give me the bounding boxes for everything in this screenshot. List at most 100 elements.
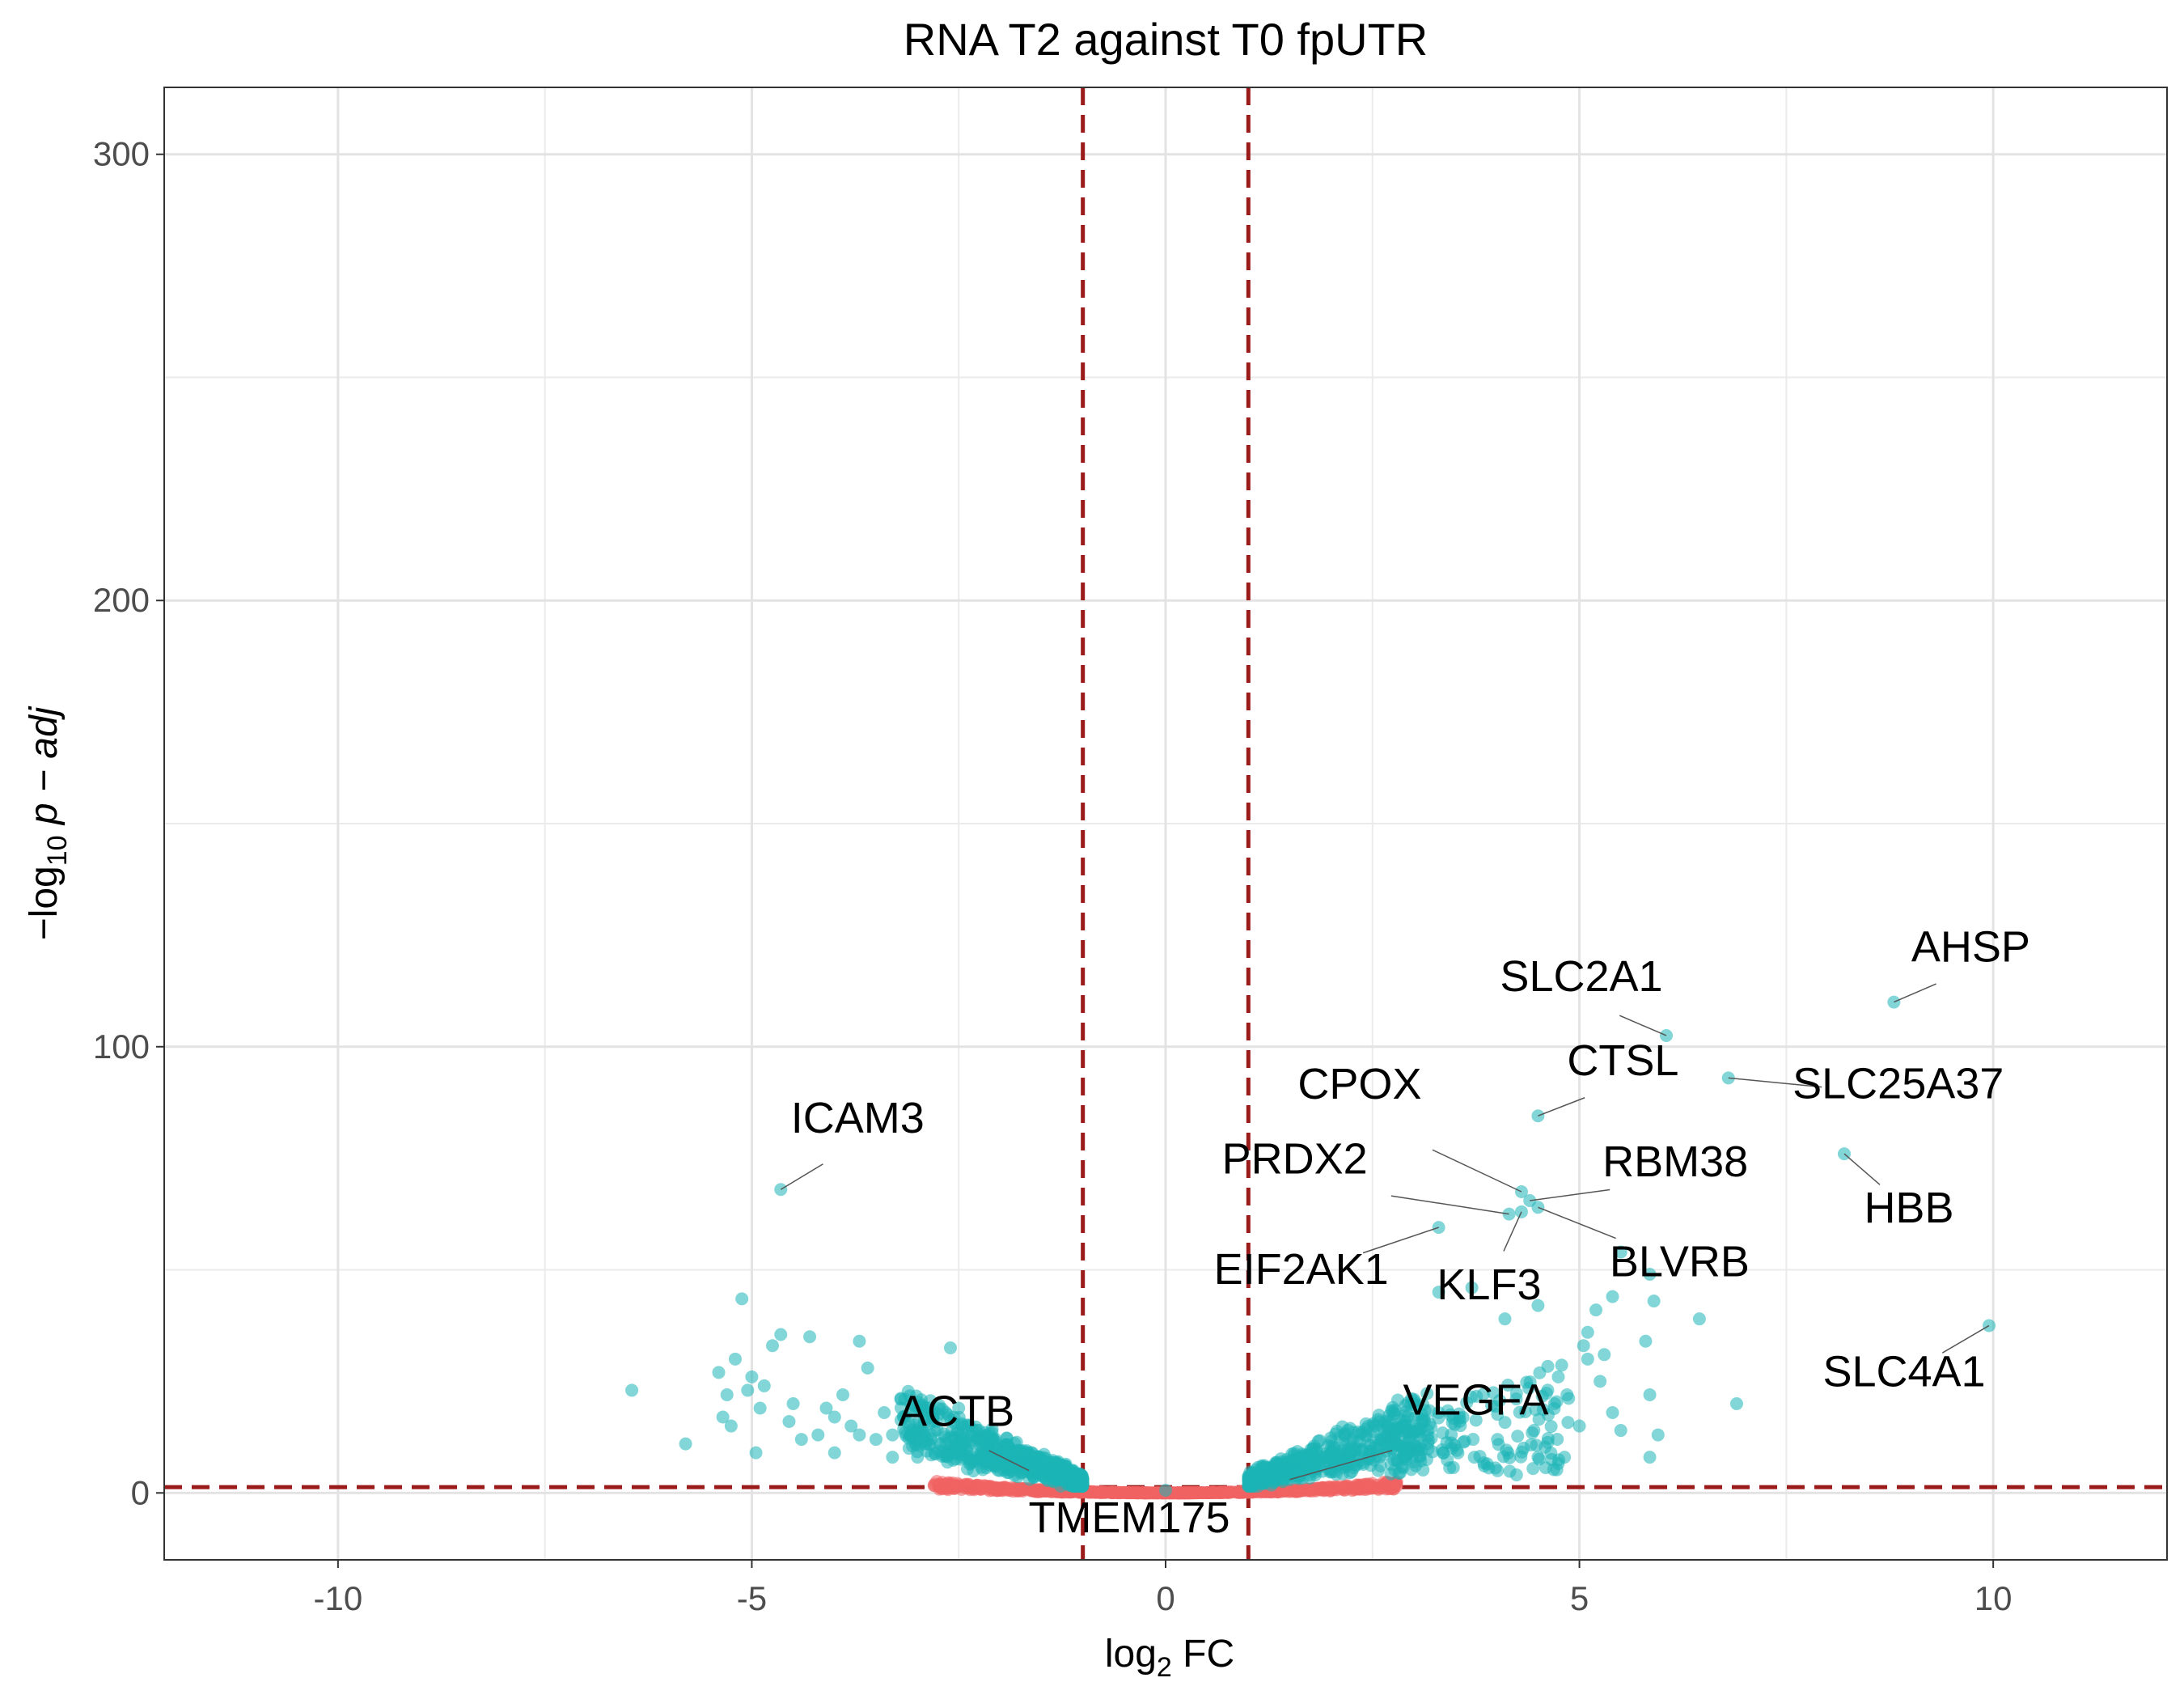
significant-point (1467, 1433, 1480, 1447)
significant-point (1373, 1438, 1387, 1451)
gene-label: PRDX2 (1222, 1135, 1368, 1184)
gene-label: HBB (1864, 1184, 1953, 1232)
gene-label: ACTB (898, 1388, 1014, 1436)
significant-point (1526, 1462, 1540, 1476)
x-tick-label: 5 (1570, 1579, 1589, 1617)
significant-point (1465, 1281, 1479, 1294)
not-significant-point (1011, 1484, 1025, 1498)
not-significant-point (1331, 1481, 1345, 1495)
significant-point (1531, 1451, 1545, 1464)
significant-point (1539, 1440, 1552, 1454)
significant-point (724, 1419, 738, 1433)
gene-label: CTSL (1567, 1036, 1678, 1085)
not-significant-point (1379, 1482, 1393, 1496)
not-significant-point (1107, 1485, 1121, 1499)
significant-point (911, 1424, 925, 1438)
significant-point (1464, 1390, 1478, 1404)
significant-point (1515, 1445, 1529, 1459)
significant-point (1002, 1466, 1016, 1480)
label-leader-line (1289, 1450, 1393, 1481)
significant-point (1614, 1245, 1627, 1259)
gene-label: KLF3 (1437, 1260, 1541, 1309)
not-significant-point (936, 1479, 950, 1493)
significant-point (1048, 1462, 1061, 1476)
significant-point (741, 1383, 755, 1397)
gene-label: BLVRB (1610, 1237, 1750, 1286)
gene-label: SLC2A1 (1500, 952, 1662, 1001)
significant-point (1598, 1348, 1611, 1362)
significant-point (1729, 1396, 1743, 1410)
significant-point (869, 1433, 882, 1447)
significant-point (969, 1420, 983, 1434)
significant-point (1467, 1451, 1481, 1464)
significant-point (1327, 1455, 1341, 1469)
significant-point (1432, 1286, 1445, 1299)
significant-point (1561, 1416, 1575, 1430)
significant-point (1386, 1400, 1399, 1414)
significant-point (735, 1292, 749, 1306)
gene-labels: ICAM3 ACTB TMEM175 VEGFA EIF2AK1 PRDX2 CPOX KLF… (780, 923, 2030, 1542)
gene-label: CPOX (1297, 1060, 1421, 1108)
significant-point (1324, 1431, 1338, 1445)
significant-point (952, 1401, 966, 1415)
y-tick-label: 0 (131, 1473, 150, 1511)
not-significant-point (1120, 1486, 1134, 1500)
significant-point (1366, 1425, 1380, 1438)
y-tick-label: 100 (93, 1027, 150, 1066)
significant-point (1551, 1370, 1565, 1383)
significant-point (1639, 1334, 1653, 1348)
gene-label: SLC25A37 (1792, 1059, 2004, 1108)
significant-point (1384, 1438, 1398, 1452)
significant-point (1046, 1474, 1060, 1488)
significant-point (753, 1401, 767, 1415)
significant-point (886, 1428, 899, 1442)
significant-point (766, 1339, 780, 1353)
x-axis-ticks: -10 -5 0 5 10 (314, 1560, 2012, 1617)
x-tick-label: 0 (1156, 1579, 1175, 1617)
significant-point (1413, 1449, 1427, 1463)
significant-point (1527, 1424, 1541, 1438)
significant-point (1547, 1396, 1561, 1410)
significant-point (1396, 1460, 1410, 1474)
significant-point (1500, 1443, 1513, 1457)
significant-point (827, 1410, 841, 1424)
significant-point (1372, 1409, 1386, 1422)
significant-point (1614, 1424, 1627, 1438)
significant-point (794, 1433, 808, 1447)
significant-point (1606, 1290, 1619, 1303)
significant-point (933, 1438, 947, 1451)
significant-point (625, 1383, 639, 1397)
significant-points (625, 995, 1996, 1497)
significant-point (861, 1361, 874, 1375)
significant-point (929, 1447, 942, 1461)
significant-point (1643, 1388, 1657, 1401)
significant-point (1036, 1451, 1050, 1464)
significant-point (1306, 1448, 1319, 1462)
significant-point (716, 1410, 730, 1424)
label-leader-line (1538, 1097, 1585, 1116)
significant-point (1457, 1435, 1471, 1449)
gene-label: AHSP (1911, 923, 2030, 972)
significant-point (679, 1437, 692, 1451)
significant-point (980, 1430, 993, 1444)
significant-point (786, 1396, 800, 1410)
significant-point (1501, 1378, 1515, 1392)
significant-point (997, 1441, 1010, 1455)
chart-title: RNA T2 against T0 fpUTR (904, 14, 1428, 65)
significant-point (853, 1334, 866, 1348)
y-axis-title: −log10 p − adj (23, 705, 73, 940)
gene-label: RBM38 (1602, 1138, 1748, 1186)
significant-point (1254, 1471, 1268, 1485)
significant-point (1344, 1421, 1357, 1435)
labeled-point (1159, 1483, 1172, 1497)
significant-point (878, 1406, 891, 1419)
significant-point (1244, 1471, 1258, 1485)
significant-point (782, 1415, 796, 1429)
significant-point (1469, 1413, 1483, 1427)
significant-point (1544, 1420, 1558, 1434)
significant-point (894, 1392, 908, 1406)
significant-point (827, 1446, 841, 1460)
significant-point (1069, 1467, 1083, 1481)
significant-point (1480, 1457, 1494, 1471)
